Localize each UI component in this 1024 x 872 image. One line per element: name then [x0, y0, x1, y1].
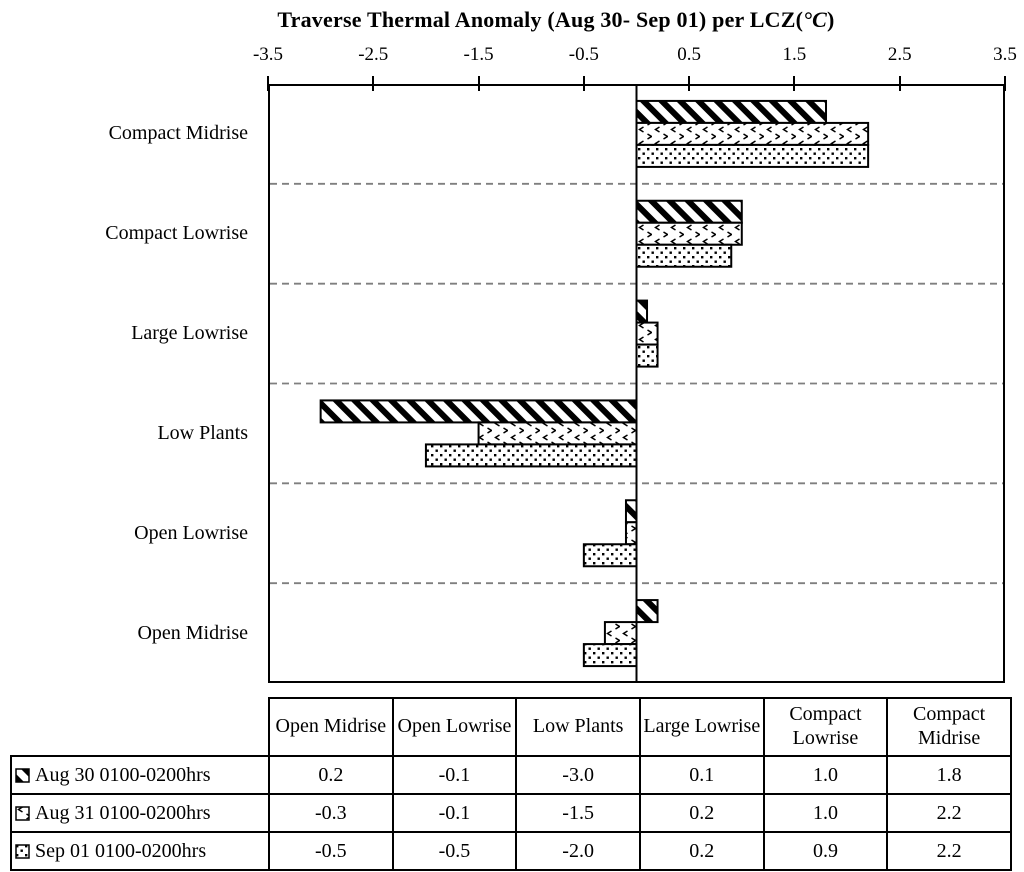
x-axis-tick-label: -2.5 — [358, 44, 389, 65]
table-value-cell: -0.5 — [268, 831, 394, 871]
legend-series-label: Sep 01 0100-0200hrs — [35, 839, 207, 862]
table-column-header: Low Plants — [515, 697, 641, 757]
table-row-label-cell: Sep 01 0100-0200hrs — [10, 831, 270, 871]
legend-swatch-rect — [15, 843, 30, 859]
table-value-cell: -2.0 — [515, 831, 641, 871]
table-value-cell: 1.0 — [762, 755, 889, 795]
table-column-header: Open Midrise — [268, 697, 394, 757]
x-axis-tick-label: 0.5 — [677, 44, 702, 65]
x-axis-tick-mark — [1004, 76, 1006, 91]
bar-low-plants-series-2 — [424, 443, 638, 468]
category-label: Open Lowrise — [134, 521, 248, 544]
chart-title-close: ) — [827, 7, 835, 32]
bar-open-midrise-series-1 — [603, 621, 638, 646]
table-column-header: Large Lowrise — [638, 697, 765, 757]
bar-open-lowrise-series-1 — [624, 521, 638, 546]
bar-open-lowrise-series-2 — [582, 543, 638, 568]
legend-swatch-chevron-scatter-icon — [15, 805, 30, 821]
x-axis-tick-mark — [898, 76, 901, 91]
table-value-cell: 2.2 — [886, 793, 1012, 833]
x-axis-tick-label: 2.5 — [887, 44, 912, 65]
bar-compact-lowrise-series-0 — [635, 199, 743, 224]
legend-swatch-rect — [15, 767, 30, 783]
x-axis-tick-label: -3.5 — [252, 44, 284, 65]
table-value-cell: 2.2 — [886, 831, 1012, 871]
x-axis-tick-mark — [793, 76, 796, 91]
legend-swatch-rect — [15, 805, 30, 821]
table-value-cell: -0.1 — [391, 793, 518, 833]
table-value-cell: 1.8 — [886, 755, 1012, 795]
plot-area — [268, 84, 1005, 683]
table-row-label-cell: Aug 31 0100-0200hrs — [10, 793, 270, 833]
x-axis-tick-label: -1.5 — [463, 44, 494, 65]
legend-series-label: Aug 31 0100-0200hrs — [35, 801, 211, 824]
plot-border — [268, 84, 1005, 683]
x-axis-tick-mark — [267, 76, 269, 91]
plot-svg — [268, 84, 1005, 683]
table-value-cell: 1.0 — [762, 793, 889, 833]
table-value-cell: -0.3 — [268, 793, 394, 833]
data-table: Open Midrise Open Lowrise Low Plants Large … — [10, 697, 1012, 871]
category-label: Low Plants — [157, 421, 248, 444]
table-value-cell: 0.1 — [638, 755, 765, 795]
bar-large-lowrise-series-2 — [635, 343, 659, 368]
table-value-cell: -3.0 — [515, 755, 641, 795]
bar-large-lowrise-series-0 — [635, 299, 649, 324]
bar-open-midrise-series-2 — [582, 643, 638, 668]
bar-low-plants-series-0 — [319, 399, 638, 424]
bar-compact-midrise-series-1 — [635, 121, 870, 146]
table-row: Aug 31 0100-0200hrs -0.3 -0.1 -1.5 0.2 1.0 2.2 — [10, 793, 1012, 833]
chart-title: Traverse Thermal Anomaly (Aug 30- Sep 01… — [88, 7, 1024, 33]
table-row: Aug 30 0100-0200hrs 0.2 -0.1 -3.0 0.1 1.0 1.8 — [10, 755, 1012, 795]
x-axis-tick-mark — [582, 76, 585, 91]
table-value-cell: -1.5 — [515, 793, 641, 833]
category-label: Compact Lowrise — [105, 222, 248, 245]
bars-group — [319, 99, 870, 668]
x-axis-tick-label: 3.5 — [993, 44, 1017, 65]
chart-title-unit: °C — [803, 7, 828, 32]
bar-compact-lowrise-series-1 — [635, 221, 743, 246]
table-value-cell: 0.2 — [638, 793, 765, 833]
x-axis-tick-label: 1.5 — [782, 44, 807, 65]
x-axis-tick-mark — [477, 76, 480, 91]
x-axis-tick-mark — [688, 76, 691, 91]
bar-low-plants-series-1 — [477, 421, 638, 446]
bar-compact-lowrise-series-2 — [635, 243, 733, 268]
legend-swatch-diagonal-stripes-icon — [15, 767, 30, 783]
table-value-cell: 0.2 — [638, 831, 765, 871]
category-label: Large Lowrise — [131, 322, 248, 345]
table-value-cell: 0.2 — [268, 755, 394, 795]
legend-series-label: Aug 30 0100-0200hrs — [35, 763, 211, 786]
bar-large-lowrise-series-1 — [635, 321, 659, 346]
category-label: Open Midrise — [137, 621, 248, 644]
table-value-cell: -0.1 — [391, 755, 518, 795]
table-value-cell: 0.9 — [762, 831, 889, 871]
bar-compact-midrise-series-0 — [635, 99, 828, 124]
chart-title-text: Traverse Thermal Anomaly (Aug 30- Sep 01… — [277, 7, 804, 32]
x-axis-tick-label: -0.5 — [568, 44, 599, 65]
table-column-header: Compact Lowrise — [762, 697, 889, 757]
bar-compact-midrise-series-2 — [635, 143, 870, 168]
table-value-cell: -0.5 — [391, 831, 518, 871]
category-label: Compact Midrise — [108, 122, 248, 145]
bar-open-lowrise-series-0 — [624, 499, 638, 524]
table-corner-cell — [11, 698, 269, 756]
table-column-header: Open Lowrise — [391, 697, 518, 757]
table-column-header: Compact Midrise — [886, 697, 1012, 757]
table-row-label-cell: Aug 30 0100-0200hrs — [10, 755, 270, 795]
table-header-row: Open Midrise Open Lowrise Low Plants Large … — [11, 697, 1012, 757]
bar-open-midrise-series-0 — [635, 599, 659, 624]
x-axis-tick-mark — [372, 76, 375, 91]
legend-swatch-dots-icon — [15, 843, 30, 859]
table-row: Sep 01 0100-0200hrs -0.5 -0.5 -2.0 0.2 0.9 2.2 — [10, 831, 1012, 871]
